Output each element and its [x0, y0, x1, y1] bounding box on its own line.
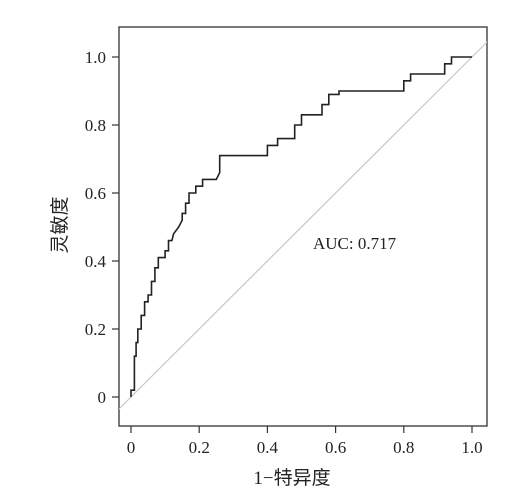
y-tick-label: 0.4 [85, 252, 107, 271]
x-tick-label: 1.0 [461, 438, 482, 457]
y-axis-label: 灵敏度 [49, 196, 71, 253]
roc-curve-line [130, 56, 472, 397]
y-tick-label: 1.0 [85, 48, 106, 67]
x-tick-label: 0.4 [257, 438, 279, 457]
y-tick-label: 0.6 [85, 184, 106, 203]
reference-diagonal-line [119, 41, 487, 410]
x-tick-label: 0.8 [393, 438, 414, 457]
plot-frame [118, 26, 488, 427]
y-tick-label: 0.8 [85, 116, 106, 135]
x-tick-label: 0.2 [189, 438, 210, 457]
x-axis-label: 1−特异度 [253, 467, 330, 489]
x-tick-label: 0 [127, 438, 136, 457]
y-tick-label: 0 [98, 388, 107, 407]
y-tick-label: 0.2 [85, 320, 106, 339]
auc-annotation: AUC: 0.717 [313, 234, 397, 253]
x-tick-label: 0.6 [325, 438, 346, 457]
